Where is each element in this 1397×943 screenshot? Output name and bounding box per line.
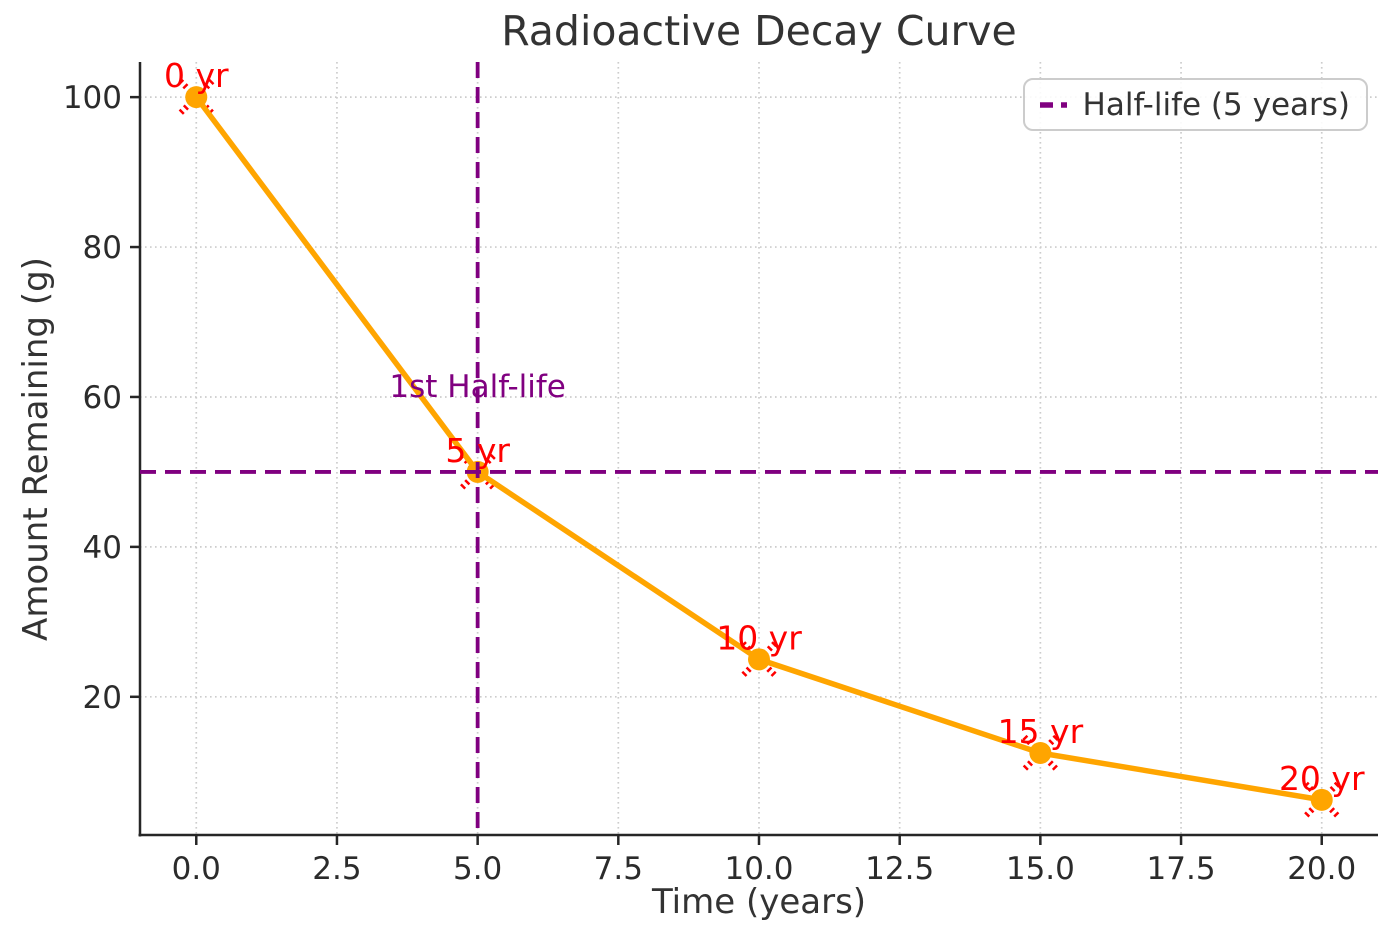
y-tick-label: 80 <box>83 230 122 266</box>
point-annotation: 0 yr <box>164 56 229 95</box>
x-tick-label: 12.5 <box>865 851 934 887</box>
y-tick-label: 60 <box>83 380 122 416</box>
x-axis-label: Time (years) <box>651 882 867 922</box>
x-tick-label: 20.0 <box>1287 851 1356 887</box>
x-tick-label: 2.5 <box>312 851 361 887</box>
data-point-marker <box>185 86 208 109</box>
data-point-marker <box>1310 788 1333 811</box>
legend-label: Half-life (5 years) <box>1082 86 1350 123</box>
y-axis-label-wrap: Amount Remaining (g) <box>8 62 64 835</box>
data-point-cross-marker <box>1022 734 1059 772</box>
y-tick-label: 20 <box>83 680 122 716</box>
chart-title: Radioactive Decay Curve <box>501 7 1017 55</box>
x-tick-label: 0.0 <box>172 851 221 887</box>
halflife-annotation: 1st Half-life <box>389 369 565 405</box>
data-point-cross-marker <box>1303 781 1340 818</box>
point-annotation: 15 yr <box>998 712 1084 751</box>
point-annotation: 20 yr <box>1279 759 1365 798</box>
legend-dashed-line-sample <box>1040 101 1067 108</box>
y-axis-label: Amount Remaining (g) <box>16 256 57 641</box>
y-tick-label: 100 <box>63 80 122 116</box>
data-point-marker <box>748 648 770 671</box>
y-tick-label: 40 <box>83 530 122 566</box>
point-annotation: 5 yr <box>445 431 510 470</box>
x-tick-label: 5.0 <box>453 851 502 887</box>
data-point-cross-marker <box>740 641 778 678</box>
point-annotation: 10 yr <box>716 618 802 657</box>
data-point-marker <box>1029 742 1052 765</box>
x-tick-label: 10.0 <box>724 851 793 887</box>
x-tick-label: 7.5 <box>594 851 643 887</box>
x-tick-label: 17.5 <box>1147 851 1216 887</box>
x-tick-label: 15.0 <box>1006 851 1075 887</box>
legend: Half-life (5 years) <box>1023 78 1368 131</box>
